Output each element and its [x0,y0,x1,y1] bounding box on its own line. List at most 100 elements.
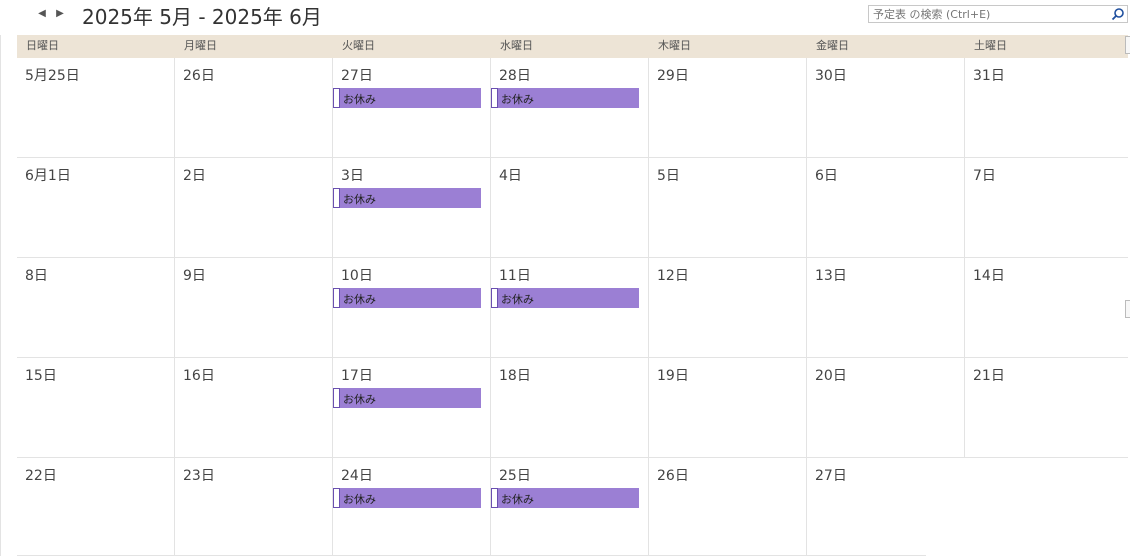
day-number: 2日 [183,168,206,184]
day-cell[interactable]: 3日 お休み [333,158,491,258]
weekday-header-row: 日曜日 月曜日 火曜日 水曜日 木曜日 金曜日 土曜日 [17,35,1128,58]
calendar-event[interactable]: お休み [333,288,481,308]
day-cell[interactable]: 14日 [965,258,1128,358]
calendar-event[interactable]: お休み [333,488,481,508]
day-cell[interactable]: 6月1日 [17,158,175,258]
event-title: お休み [501,293,534,306]
event-status-bar [333,488,340,508]
scroll-up-control[interactable] [1125,36,1130,54]
day-number: 20日 [815,368,847,384]
day-cell[interactable]: 10日お休み [333,258,491,358]
day-number: 4日 [499,168,522,184]
day-cell[interactable]: 18日 [491,358,649,458]
next-arrow-icon[interactable]: ▶ [56,8,64,19]
calendar-search-box[interactable] [868,5,1128,23]
event-title: お休み [501,493,534,506]
day-cell[interactable]: 2日 [175,158,333,258]
day-cell[interactable]: 6日 [807,158,965,258]
day-number: 29日 [657,68,689,84]
day-cell[interactable]: 7日 [965,158,1128,258]
calendar-event[interactable]: お休み [491,88,639,108]
day-cell[interactable]: 27日お休み [333,58,491,158]
event-title: お休み [343,93,376,106]
day-cell[interactable]: 8日 [17,258,175,358]
day-cell[interactable]: 20日 [807,358,965,458]
day-cell[interactable]: 26日 [175,58,333,158]
event-status-bar [491,488,498,508]
day-number: 5月25日 [25,68,80,84]
day-cell[interactable]: 15日 [17,358,175,458]
day-number: 31日 [973,68,1005,84]
day-number: 24日 [341,468,373,484]
day-cell[interactable]: 17日お休み [333,358,491,458]
empty-area [926,458,1130,556]
calendar-event[interactable]: お休み [333,388,481,408]
day-cell[interactable]: 21日 [965,358,1128,458]
weekday-label: 月曜日 [184,39,217,52]
day-number: 10日 [341,268,373,284]
event-title: お休み [343,293,376,306]
day-number: 27日 [341,68,373,84]
search-icon[interactable] [1111,7,1125,21]
calendar-event[interactable]: お休み [333,88,481,108]
day-number: 14日 [973,268,1005,284]
left-border [0,35,17,556]
day-number: 18日 [499,368,531,384]
day-number: 26日 [183,68,215,84]
day-cell[interactable]: 22日 [17,458,175,556]
prev-arrow-icon[interactable]: ◀ [38,8,46,19]
day-cell[interactable]: 31日 [965,58,1128,158]
weekday-label: 土曜日 [974,39,1007,52]
day-number: 5日 [657,168,680,184]
day-number: 6月1日 [25,168,71,184]
day-number: 13日 [815,268,847,284]
event-status-bar [333,88,340,108]
day-number: 26日 [657,468,689,484]
day-cell[interactable]: 24日お休み [333,458,491,556]
day-number: 9日 [183,268,206,284]
search-input[interactable] [869,6,1103,22]
event-title: お休み [343,493,376,506]
day-cell[interactable]: 28日お休み [491,58,649,158]
day-number: 22日 [25,468,57,484]
weekday-label: 金曜日 [816,39,849,52]
day-cell[interactable]: 11日 お休み [491,258,649,358]
day-cell[interactable]: 19日 [649,358,807,458]
date-range-title: 2025年 5月 - 2025年 6月 [82,5,322,29]
calendar-event[interactable]: お休み [491,488,639,508]
event-status-bar [333,288,340,308]
day-cell[interactable]: 4日 [491,158,649,258]
day-cell[interactable]: 26日 [649,458,807,556]
day-cell[interactable]: 29日 [649,58,807,158]
event-title: お休み [501,93,534,106]
day-cell[interactable]: 30日 [807,58,965,158]
day-cell[interactable]: 9日 [175,258,333,358]
weekday-label: 水曜日 [500,39,533,52]
day-cell[interactable]: 12日 [649,258,807,358]
event-status-bar [333,188,340,208]
month-grid: 5月25日 26日 27日 お休み 28日 お休み 29日 30日 31日 6月1日 2日 3日 お休み… [17,58,1128,556]
calendar-event[interactable]: お休み [491,288,639,308]
day-number: 30日 [815,68,847,84]
weekday-label: 日曜日 [26,39,59,52]
calendar-event[interactable]: お休み [333,188,481,208]
day-number: 17日 [341,368,373,384]
event-status-bar [333,388,340,408]
day-number: 12日 [657,268,689,284]
day-cell[interactable]: 23日 [175,458,333,556]
day-number: 28日 [499,68,531,84]
scroll-thumb[interactable] [1125,300,1130,318]
day-number: 6日 [815,168,838,184]
day-number: 23日 [183,468,215,484]
day-cell[interactable]: 13日 [807,258,965,358]
day-number: 8日 [25,268,48,284]
day-number: 25日 [499,468,531,484]
day-cell[interactable]: 25日お休み [491,458,649,556]
day-cell[interactable]: 5月25日 [17,58,175,158]
day-cell[interactable]: 5日 [649,158,807,258]
event-status-bar [491,88,498,108]
day-number: 21日 [973,368,1005,384]
day-number: 16日 [183,368,215,384]
day-cell[interactable]: 16日 [175,358,333,458]
day-number: 27日 [815,468,847,484]
